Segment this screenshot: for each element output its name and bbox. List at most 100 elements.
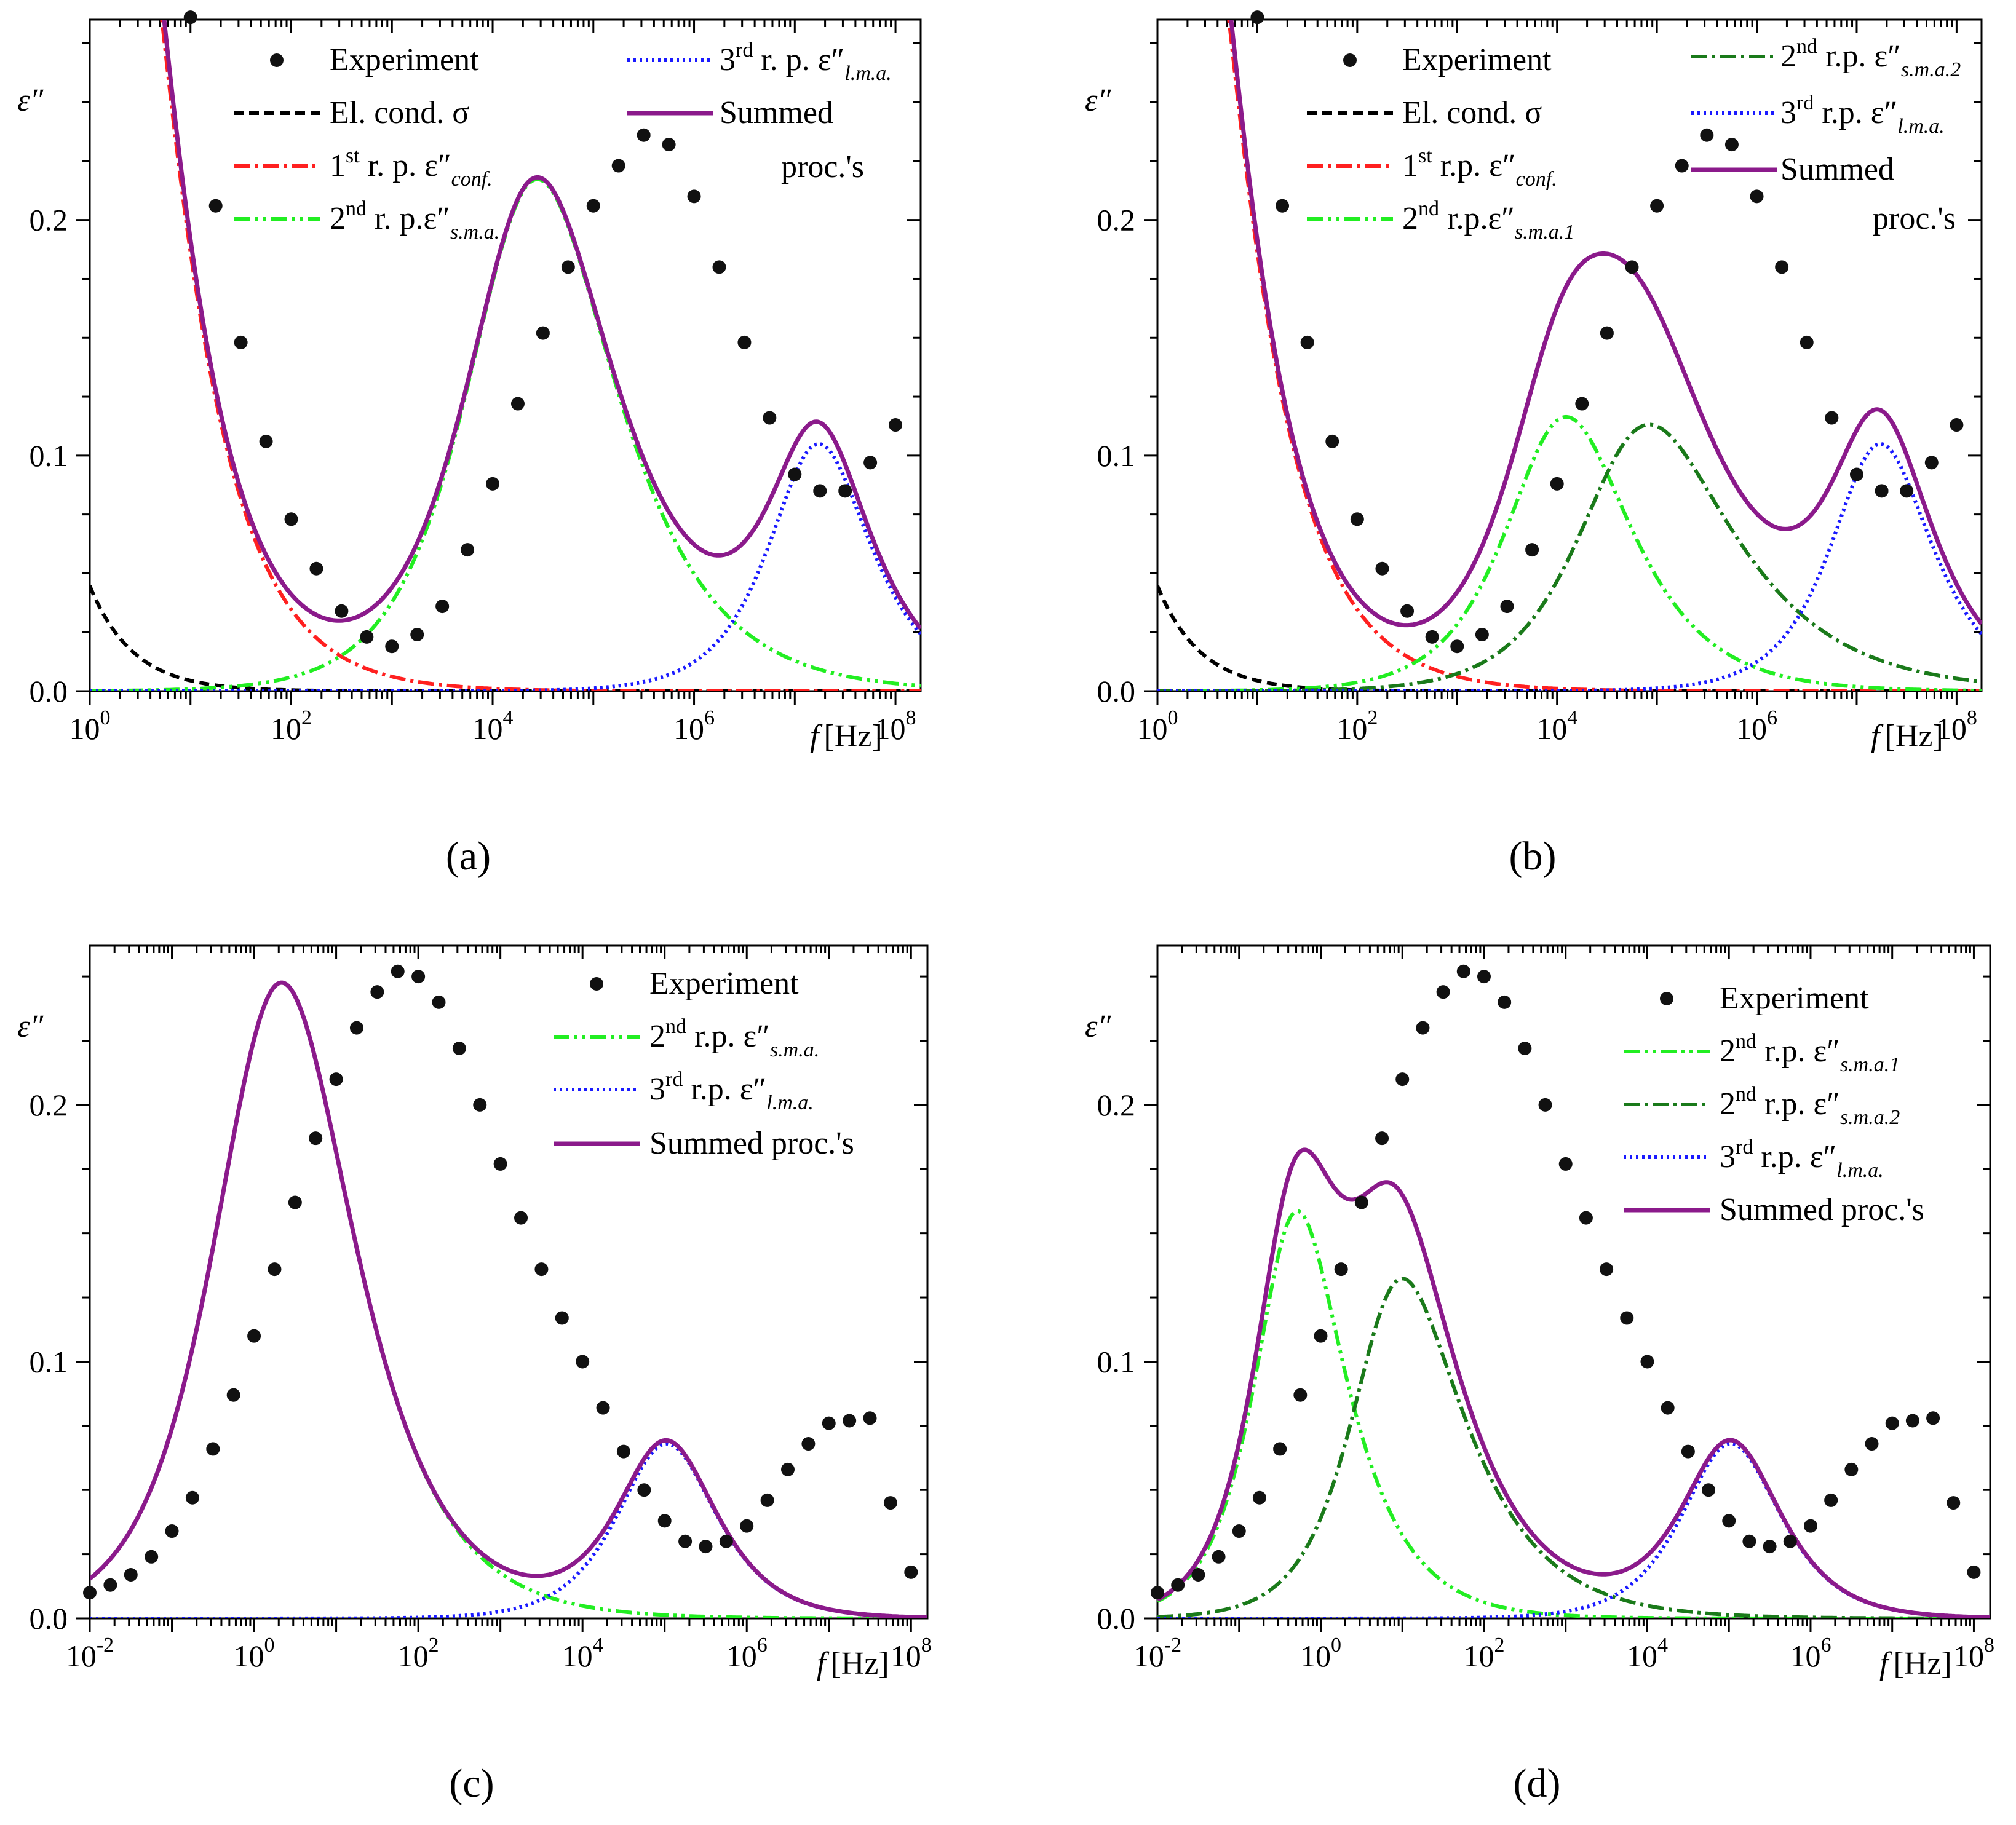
experiment-point (1600, 1262, 1614, 1277)
legend-label: 3rd r.p. ε″l.m.a. (649, 1068, 814, 1114)
experiment-point (83, 1586, 97, 1600)
legend-text-part: [Hz] (830, 1646, 889, 1681)
experiment-point (737, 335, 752, 349)
x-tick-base: 10 (234, 1639, 264, 1673)
experiment-point (349, 1021, 363, 1035)
x-tick-exponent: 4 (503, 707, 514, 729)
experiment-point (760, 1493, 774, 1507)
x-tick-base: 10 (1736, 711, 1767, 746)
experiment-point (1702, 1483, 1716, 1497)
experiment-point (1849, 467, 1863, 481)
y-tick-label: 0.1 (1097, 1344, 1136, 1379)
experiment-point (385, 639, 399, 654)
legend-text-part: r. p. ε″ (753, 42, 844, 77)
curves (1157, 20, 1982, 691)
experiment-point (1300, 335, 1314, 349)
legend-text-part: 2 (330, 201, 346, 236)
curve-sum (162, 20, 921, 630)
x-tick-label: 10-2 (66, 1634, 114, 1673)
experiment-point (208, 199, 223, 213)
x-tick-base: 10 (1300, 1639, 1331, 1673)
experiment-point (1661, 1401, 1675, 1415)
x-tick-exponent: 8 (1984, 1634, 1994, 1657)
experiment-point (1436, 985, 1450, 999)
x-tick-exponent: 8 (906, 707, 916, 729)
y-tick-label: 0.1 (30, 1344, 68, 1379)
legend-label: 1st r. p. ε″conf. (330, 144, 493, 191)
x-tick-base: 10 (1953, 1639, 1984, 1673)
experiment-point (1293, 1388, 1308, 1402)
experiment-point (1425, 630, 1439, 644)
x-tick-label: 104 (1627, 1634, 1668, 1673)
experiment-point (740, 1519, 754, 1533)
experiment-point (309, 1131, 323, 1146)
experiment-point (145, 1550, 159, 1564)
experiment-point (1763, 1540, 1777, 1554)
experiment-point (813, 484, 827, 498)
x-tick-exponent: 2 (429, 1634, 439, 1657)
experiment-point (1518, 1042, 1532, 1056)
y-tick-label: 0.0 (30, 674, 68, 708)
legend-text-part: [Hz] (823, 719, 882, 754)
x-tick-exponent: 6 (757, 1634, 768, 1657)
experiment-point (206, 1442, 220, 1456)
curve-lma (90, 442, 921, 691)
x-tick-label: 108 (891, 1634, 932, 1673)
experiment-point (1783, 1534, 1797, 1548)
experiment-point (1722, 1514, 1736, 1528)
experiment-point (1498, 995, 1512, 1009)
experiment-point (1775, 260, 1789, 274)
experiment-point (1334, 1262, 1348, 1277)
x-tick-base: 10 (1463, 1639, 1494, 1673)
curve-conf (160, 20, 921, 691)
legend-marker-experiment (1660, 992, 1673, 1005)
experiment-point (288, 1195, 302, 1209)
y-tick-label: 0.0 (1097, 674, 1136, 708)
x-tick-exponent: 8 (921, 1634, 932, 1657)
experiment-point (1252, 1490, 1266, 1505)
legend-text-part: st (346, 144, 360, 167)
experiment-point (411, 970, 426, 984)
experiment-point (452, 1042, 466, 1056)
experiment-point (391, 964, 405, 978)
experiment-point (781, 1462, 795, 1476)
legend-text-part: s.m.a.2 (1901, 58, 1961, 81)
x-tick-label: 108 (1953, 1634, 1994, 1673)
experiment-point (1475, 628, 1489, 642)
experiment-point (124, 1568, 138, 1582)
legend-text-part: 3 (1720, 1139, 1736, 1174)
x-tick-label: 102 (1336, 707, 1378, 746)
experiment-point (1575, 397, 1589, 411)
x-tick-base: 10 (472, 711, 503, 746)
legend-label: 1st r.p. ε″conf. (1402, 144, 1557, 191)
plot-frame (89, 18, 922, 692)
legend-text-part: l.m.a. (844, 62, 892, 85)
experiment-point (103, 1578, 117, 1592)
experiment-point (1803, 1519, 1817, 1533)
x-tick-base: 10 (726, 1639, 757, 1673)
experiment-point (637, 1483, 651, 1497)
legend-text-part: nd (1418, 197, 1439, 220)
legend-text-part: 2 (1780, 39, 1796, 74)
y-tick-label: 0.2 (30, 203, 68, 237)
x-tick-label: 106 (673, 707, 715, 746)
x-tick-label: 108 (1936, 707, 1977, 746)
x-tick-exponent: 0 (264, 1634, 275, 1657)
legend-text-part: st (1418, 144, 1432, 167)
experiment-point (1950, 418, 1964, 432)
experiment-point (1865, 1437, 1879, 1451)
experiment-point (1947, 1496, 1961, 1510)
legend-marker-experiment (270, 53, 284, 67)
legend-text-part: nd (1736, 1030, 1756, 1053)
x-tick-base: 10 (1137, 711, 1168, 746)
experiment-point (611, 159, 625, 173)
legend-label: Summed (1780, 152, 1894, 187)
experiment-point (410, 628, 424, 642)
x-tick-exponent: 4 (1567, 707, 1577, 729)
experiment-point (662, 138, 676, 152)
